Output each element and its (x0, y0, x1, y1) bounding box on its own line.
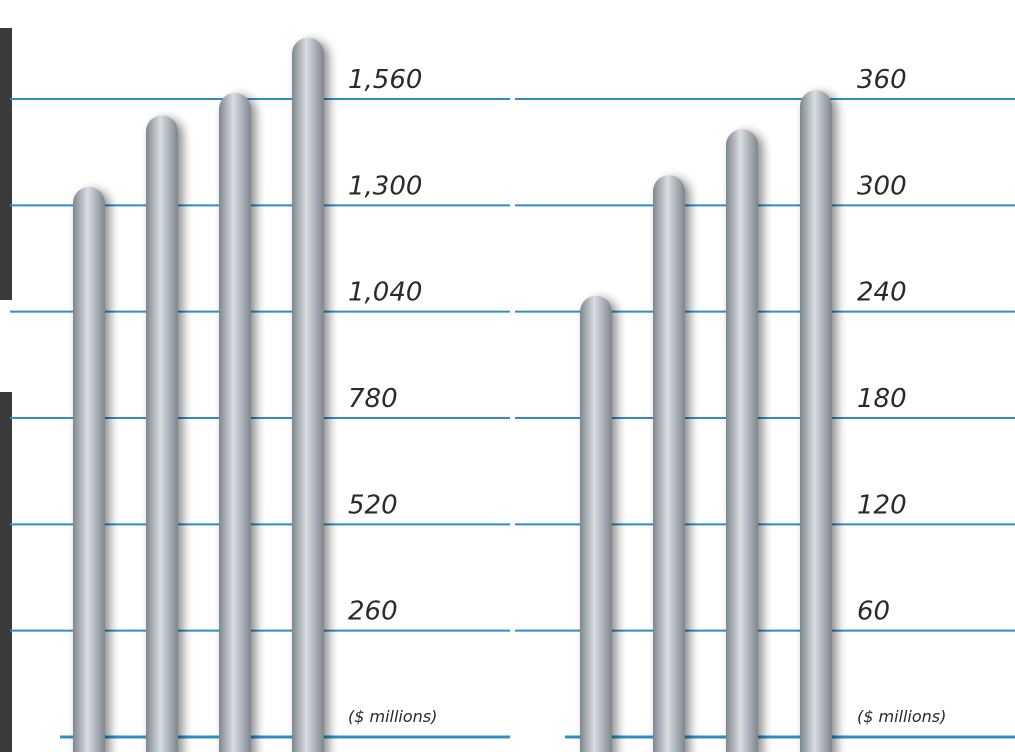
y-tick-label: 1,560 (348, 65, 422, 95)
bar (219, 92, 251, 752)
axis-labels: 260 520 780 1,040 1,300 1,560 ($ millions) 60 12… (348, 65, 946, 726)
bar (292, 37, 324, 752)
y-tick-label: 360 (857, 65, 907, 95)
bar (73, 186, 105, 752)
y-tick-label: 780 (348, 384, 398, 414)
y-tick-label: 300 (857, 171, 907, 201)
y-tick-label: 1,300 (348, 171, 422, 201)
y-tick-label: 60 (857, 597, 890, 627)
unit-label: ($ millions) (348, 707, 437, 726)
y-tick-label: 180 (857, 384, 907, 414)
bar (726, 129, 758, 752)
left-edge-shadow (0, 28, 12, 752)
bar (653, 175, 685, 752)
bar (580, 295, 612, 752)
y-tick-label: 240 (857, 278, 907, 308)
y-tick-label: 520 (348, 490, 398, 520)
edge-shadow-strip (0, 392, 12, 752)
bars (73, 37, 832, 752)
edge-shadow-strip (0, 28, 12, 300)
y-tick-label: 120 (857, 490, 907, 520)
y-tick-label: 1,040 (348, 278, 422, 308)
unit-label: ($ millions) (857, 707, 946, 726)
y-tick-label: 260 (348, 597, 398, 627)
bar (800, 90, 832, 752)
bar (146, 115, 178, 752)
